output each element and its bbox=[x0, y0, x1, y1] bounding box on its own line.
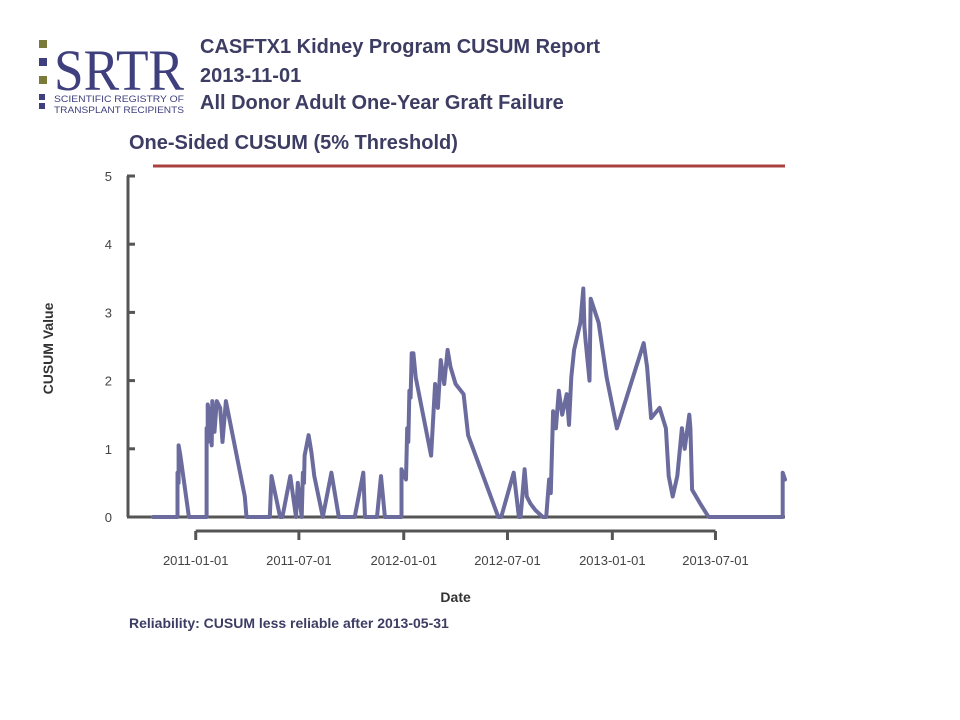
logo-square-olive-2 bbox=[39, 76, 47, 84]
logo-square-blue-3 bbox=[39, 103, 45, 109]
x-tick-label: 2011-01-01 bbox=[163, 553, 229, 568]
logo-square-olive bbox=[39, 40, 47, 48]
y-tick-label: 1 bbox=[105, 442, 112, 457]
x-tick-label: 2012-07-01 bbox=[474, 553, 541, 568]
y-tick-label: 0 bbox=[105, 510, 112, 525]
chart-title: One-Sided CUSUM (5% Threshold) bbox=[129, 132, 458, 154]
series-line-cusum bbox=[151, 286, 787, 519]
report-subtitle: All Donor Adult One-Year Graft Failure bbox=[200, 92, 564, 114]
x-tick-label: 2012-01-01 bbox=[370, 553, 437, 568]
x-axis-label: Date bbox=[440, 589, 471, 605]
y-tick-label: 2 bbox=[105, 374, 112, 389]
x-tick-label: 2013-01-01 bbox=[579, 553, 646, 568]
y-tick-label: 4 bbox=[105, 237, 112, 252]
x-tick-label: 2013-07-01 bbox=[682, 553, 749, 568]
report-title: CASFTX1 Kidney Program CUSUM Report bbox=[200, 36, 601, 58]
reliability-note: Reliability: CUSUM less reliable after 2… bbox=[129, 615, 449, 631]
y-tick-label: 3 bbox=[105, 305, 112, 320]
logo-text: SRTR bbox=[54, 38, 184, 103]
logo-square-blue bbox=[39, 58, 47, 66]
y-tick-label: 5 bbox=[105, 169, 112, 184]
srtr-logo: SRTR SCIENTIFIC REGISTRY OF TRANSPLANT R… bbox=[39, 38, 185, 115]
y-axis-label: CUSUM Value bbox=[40, 302, 56, 394]
logo-square-blue-2 bbox=[39, 94, 45, 100]
logo-subtitle-line2: TRANSPLANT RECIPIENTS bbox=[54, 105, 184, 115]
x-tick-label: 2011-07-01 bbox=[266, 553, 332, 568]
logo-subtitle-line1: SCIENTIFIC REGISTRY OF bbox=[54, 94, 185, 104]
y-axis: 0 1 2 3 4 5 bbox=[105, 169, 135, 525]
report-date: 2013-11-01 bbox=[200, 65, 302, 87]
x-axis: 2011-01-01 2011-07-01 2012-01-01 2012-07-01… bbox=[128, 515, 785, 568]
